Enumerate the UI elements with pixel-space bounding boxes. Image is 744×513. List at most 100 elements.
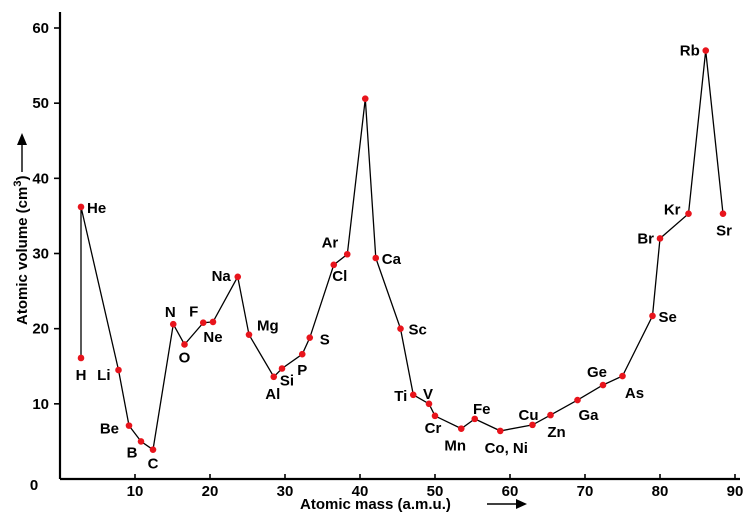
x-axis-arrow: [487, 499, 527, 509]
point-label-ne: Ne: [203, 329, 222, 346]
x-tick-label: 50: [427, 483, 444, 500]
point-label-na: Na: [212, 268, 232, 285]
data-point-b: [137, 438, 145, 445]
data-point-se: [649, 312, 656, 320]
point-label-cr: Cr: [425, 420, 442, 437]
x-tick-label: 90: [727, 483, 744, 500]
point-label-p: P: [297, 362, 307, 379]
x-ticks: 10 20 30 40 50 60 70 80 90: [127, 474, 744, 500]
point-label-kr: Kr: [664, 202, 681, 219]
x-tick-label: 80: [652, 483, 669, 500]
data-point-mn: [457, 425, 465, 432]
point-label-se: Se: [659, 309, 677, 326]
data-point-rb: [702, 47, 710, 54]
y-axis-title-close: ): [14, 176, 31, 181]
point-label-o: O: [179, 349, 191, 366]
y-axis-arrow: [17, 133, 27, 172]
data-point-na: [234, 273, 242, 281]
data-point-c: [149, 446, 157, 453]
data-point-ar: [343, 250, 351, 258]
data-point-li: [115, 366, 122, 374]
data-point-mg: [245, 331, 253, 338]
point-label-cl: Cl: [332, 268, 347, 285]
point-label-ca: Ca: [382, 251, 402, 268]
point-label-s: S: [320, 332, 330, 349]
point-label-zn: Zn: [547, 424, 565, 441]
y-tick-label: 50: [32, 95, 49, 112]
data-point-be: [125, 422, 133, 429]
point-label-al: Al: [265, 386, 280, 403]
data-point-cu: [529, 421, 536, 429]
y-tick-label: 30: [32, 246, 49, 263]
point-label-v: V: [423, 386, 433, 403]
point-label-sc: Sc: [409, 322, 427, 339]
data-point-ne: [209, 318, 217, 326]
data-point-v: [425, 400, 433, 408]
y-axis-title: Atomic volume (cm3): [12, 176, 31, 326]
x-axis-title-group: Atomic mass (a.m.u.): [300, 496, 527, 513]
x-tick-label: 70: [577, 483, 594, 500]
y-tick-label: 10: [32, 396, 49, 413]
point-label-ar: Ar: [322, 234, 339, 251]
data-point-coni: [496, 427, 504, 435]
point-label-he: He: [87, 200, 106, 217]
data-point-fe: [471, 415, 479, 423]
data-point-ga: [574, 396, 581, 404]
point-label-f: F: [189, 304, 198, 321]
data-point-he: [77, 203, 85, 211]
x-tick-label: 20: [202, 483, 219, 500]
x-tick-label: 60: [502, 483, 519, 500]
data-point-cl: [330, 261, 338, 269]
data-point-s: [306, 334, 314, 341]
data-point-cr: [431, 412, 439, 420]
data-point-as: [619, 372, 626, 380]
data-point-br: [656, 235, 664, 242]
data-point-h: [77, 354, 85, 362]
data-point-p: [298, 350, 306, 358]
point-label-h: H: [76, 367, 87, 384]
point-label-ti: Ti: [394, 388, 407, 405]
data-point-n: [169, 320, 177, 328]
y-tick-label: 60: [32, 20, 49, 37]
data-point-sc: [397, 325, 404, 332]
data-point-sr: [719, 210, 727, 217]
data-point-zn: [547, 411, 554, 419]
point-label-mg: Mg: [257, 318, 279, 335]
data-point-ca: [372, 254, 380, 262]
point-label-sr: Sr: [716, 223, 732, 240]
data-point-ti: [409, 391, 417, 399]
y-axis-title-sup: 3: [12, 181, 24, 187]
point-label-b: B: [127, 444, 138, 461]
data-point-k: [361, 95, 369, 102]
data-points: [77, 47, 727, 453]
point-label-ga: Ga: [578, 407, 599, 424]
x-tick-label: 30: [277, 483, 294, 500]
y-axis-title-main: Atomic volume (cm: [14, 187, 31, 325]
point-label-cu: Cu: [519, 407, 539, 424]
y-tick-label: 20: [32, 321, 49, 338]
x-tick-label: 10: [127, 483, 144, 500]
point-label-coni: Co, Ni: [485, 440, 528, 457]
point-label-si: Si: [280, 373, 294, 390]
origin-label: 0: [30, 477, 38, 494]
data-point-o: [181, 341, 188, 348]
y-tick-label: 40: [32, 170, 49, 187]
y-axis-title-group: Atomic volume (cm3): [12, 133, 31, 325]
data-point-ge: [599, 381, 607, 389]
point-label-as: As: [625, 385, 644, 402]
data-point-kr: [685, 210, 692, 217]
point-label-br: Br: [637, 230, 654, 247]
data-point-al: [270, 373, 278, 381]
point-label-c: C: [148, 456, 159, 473]
x-tick-label: 40: [352, 483, 369, 500]
axes: [58, 12, 740, 481]
point-label-ge: Ge: [587, 364, 607, 381]
y-ticks: 10 20 30 40 50 60: [32, 20, 60, 413]
point-label-n: N: [165, 304, 176, 321]
point-label-be: Be: [100, 421, 119, 438]
data-point-si: [278, 365, 286, 372]
point-label-rb: Rb: [680, 43, 700, 60]
point-label-li: Li: [97, 367, 110, 384]
